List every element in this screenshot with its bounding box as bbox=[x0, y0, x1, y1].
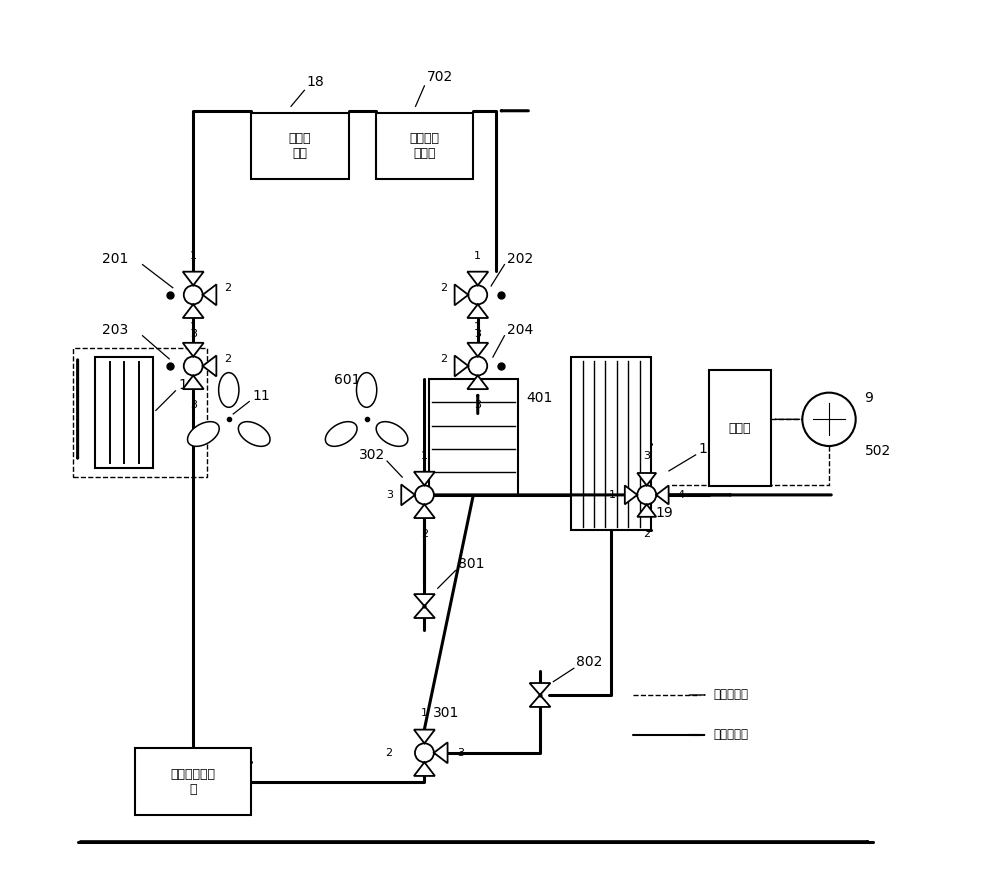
Polygon shape bbox=[637, 473, 656, 485]
Text: 4: 4 bbox=[677, 490, 685, 500]
Polygon shape bbox=[455, 285, 468, 305]
Text: 第一储液干燥
器: 第一储液干燥 器 bbox=[171, 768, 216, 796]
Text: 2: 2 bbox=[385, 747, 392, 758]
Text: 601: 601 bbox=[334, 373, 360, 387]
Bar bbox=[709, 370, 771, 486]
Text: 1: 1 bbox=[421, 708, 428, 718]
Text: 3: 3 bbox=[457, 747, 464, 758]
Text: 11: 11 bbox=[253, 389, 271, 403]
Polygon shape bbox=[183, 272, 204, 285]
Ellipse shape bbox=[325, 422, 357, 446]
Text: 2: 2 bbox=[421, 529, 428, 540]
Text: 3: 3 bbox=[474, 329, 481, 339]
Text: 电动压
缩机: 电动压 缩机 bbox=[289, 132, 311, 160]
Text: 204: 204 bbox=[507, 323, 533, 337]
Text: 9: 9 bbox=[865, 391, 873, 405]
Ellipse shape bbox=[238, 422, 270, 446]
Circle shape bbox=[415, 743, 434, 763]
Text: 电池包: 电池包 bbox=[729, 422, 751, 434]
Text: 702: 702 bbox=[427, 70, 453, 84]
Polygon shape bbox=[467, 272, 488, 285]
Ellipse shape bbox=[219, 373, 239, 408]
Bar bbox=[95, 357, 153, 468]
Text: 302: 302 bbox=[359, 449, 385, 462]
Polygon shape bbox=[530, 695, 550, 707]
Polygon shape bbox=[401, 484, 415, 506]
Text: 2: 2 bbox=[224, 283, 231, 293]
Bar bbox=[73, 348, 207, 477]
Polygon shape bbox=[183, 343, 204, 357]
Text: 1: 1 bbox=[190, 251, 197, 260]
Polygon shape bbox=[414, 763, 435, 776]
Text: 2: 2 bbox=[224, 354, 231, 364]
Bar bbox=[135, 748, 251, 815]
Text: 2: 2 bbox=[440, 283, 447, 293]
Text: 202: 202 bbox=[507, 252, 533, 266]
Text: 3: 3 bbox=[643, 450, 650, 460]
Text: 701: 701 bbox=[199, 783, 226, 797]
Polygon shape bbox=[414, 730, 435, 743]
Ellipse shape bbox=[376, 422, 408, 446]
Text: 1: 1 bbox=[190, 322, 197, 332]
Text: 1: 1 bbox=[698, 442, 707, 456]
Polygon shape bbox=[183, 376, 204, 389]
Polygon shape bbox=[183, 304, 204, 318]
Text: 10: 10 bbox=[178, 378, 196, 392]
Circle shape bbox=[802, 392, 856, 446]
Polygon shape bbox=[414, 472, 435, 485]
Polygon shape bbox=[467, 376, 488, 389]
Text: 802: 802 bbox=[576, 655, 602, 669]
Polygon shape bbox=[203, 285, 216, 305]
Text: 401: 401 bbox=[527, 392, 553, 406]
Bar bbox=[376, 112, 473, 179]
Text: 3: 3 bbox=[387, 490, 394, 500]
Text: 冷却液流向: 冷却液流向 bbox=[713, 689, 748, 701]
Text: 301: 301 bbox=[433, 706, 460, 720]
Text: 19: 19 bbox=[656, 506, 673, 520]
Text: 801: 801 bbox=[458, 557, 485, 571]
Polygon shape bbox=[414, 594, 435, 606]
Circle shape bbox=[637, 485, 656, 504]
Polygon shape bbox=[414, 504, 435, 518]
Polygon shape bbox=[455, 356, 468, 376]
Circle shape bbox=[184, 357, 203, 376]
Polygon shape bbox=[625, 485, 637, 504]
Text: 2: 2 bbox=[643, 529, 650, 540]
Text: 3: 3 bbox=[190, 329, 197, 339]
Text: 1: 1 bbox=[609, 490, 616, 500]
Text: 1: 1 bbox=[421, 450, 428, 460]
Ellipse shape bbox=[356, 373, 377, 408]
Text: 18: 18 bbox=[306, 75, 324, 88]
Circle shape bbox=[468, 285, 487, 304]
Text: 502: 502 bbox=[865, 444, 891, 458]
Ellipse shape bbox=[188, 422, 219, 446]
Polygon shape bbox=[467, 304, 488, 318]
Polygon shape bbox=[656, 485, 669, 504]
Text: 203: 203 bbox=[102, 323, 128, 337]
Text: 第二储液
干燥器: 第二储液 干燥器 bbox=[409, 132, 439, 160]
Bar bbox=[571, 357, 651, 531]
Bar bbox=[429, 379, 518, 495]
Circle shape bbox=[468, 357, 487, 376]
Polygon shape bbox=[637, 504, 656, 516]
Polygon shape bbox=[434, 742, 448, 764]
Bar bbox=[251, 112, 349, 179]
Text: 2: 2 bbox=[440, 354, 447, 364]
Text: 201: 201 bbox=[102, 252, 128, 266]
Text: 制冷剂流向: 制冷剂流向 bbox=[713, 729, 748, 741]
Polygon shape bbox=[203, 356, 216, 376]
Polygon shape bbox=[530, 683, 550, 695]
Text: 3: 3 bbox=[190, 401, 197, 410]
Polygon shape bbox=[414, 606, 435, 618]
Circle shape bbox=[415, 485, 434, 504]
Text: 1: 1 bbox=[474, 251, 481, 260]
Polygon shape bbox=[467, 343, 488, 357]
Text: 1: 1 bbox=[474, 322, 481, 332]
Circle shape bbox=[184, 285, 203, 304]
Text: 3: 3 bbox=[474, 401, 481, 410]
